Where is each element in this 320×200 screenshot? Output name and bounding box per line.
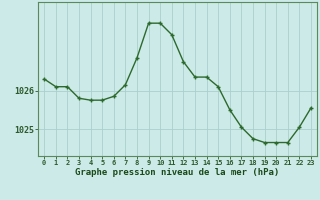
- X-axis label: Graphe pression niveau de la mer (hPa): Graphe pression niveau de la mer (hPa): [76, 168, 280, 177]
